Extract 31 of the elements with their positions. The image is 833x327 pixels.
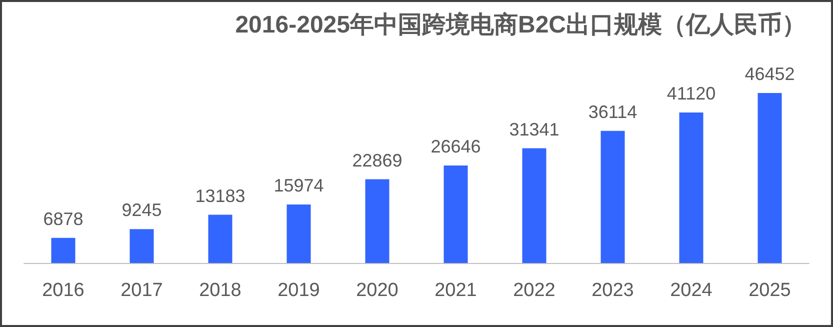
bar (365, 179, 390, 263)
x-tick-label: 2019 (278, 280, 320, 301)
x-tick-label: 2021 (434, 280, 477, 301)
bar (679, 112, 704, 263)
bar (208, 214, 232, 263)
x-tick-label: 2017 (120, 280, 163, 301)
x-tick-label: 2025 (748, 280, 791, 301)
chart-title: 2016-2025年中国跨境电商B2C出口规模（亿人民币） (235, 12, 806, 38)
data-label: 46452 (744, 64, 795, 84)
data-label: 31341 (509, 119, 560, 140)
data-label: 6878 (43, 208, 84, 229)
bar (444, 165, 468, 263)
bar (522, 148, 546, 263)
x-tick-label: 2016 (42, 280, 84, 301)
data-label: 41120 (666, 84, 716, 104)
bar (286, 204, 311, 263)
data-label: 26646 (430, 136, 481, 156)
data-label: 36114 (588, 102, 638, 122)
bar (600, 130, 625, 263)
data-label: 22869 (352, 150, 402, 170)
data-label: 13183 (195, 186, 246, 206)
bar (51, 238, 76, 263)
bar (758, 92, 782, 263)
x-tick-label: 2023 (592, 280, 634, 301)
data-label: 15974 (274, 176, 324, 196)
bar (130, 229, 154, 263)
x-tick-label: 2024 (670, 280, 713, 301)
data-label: 9245 (122, 200, 162, 220)
x-tick-label: 2018 (199, 280, 242, 301)
x-tick-label: 2020 (356, 280, 398, 301)
x-tick-label: 2022 (513, 280, 556, 301)
